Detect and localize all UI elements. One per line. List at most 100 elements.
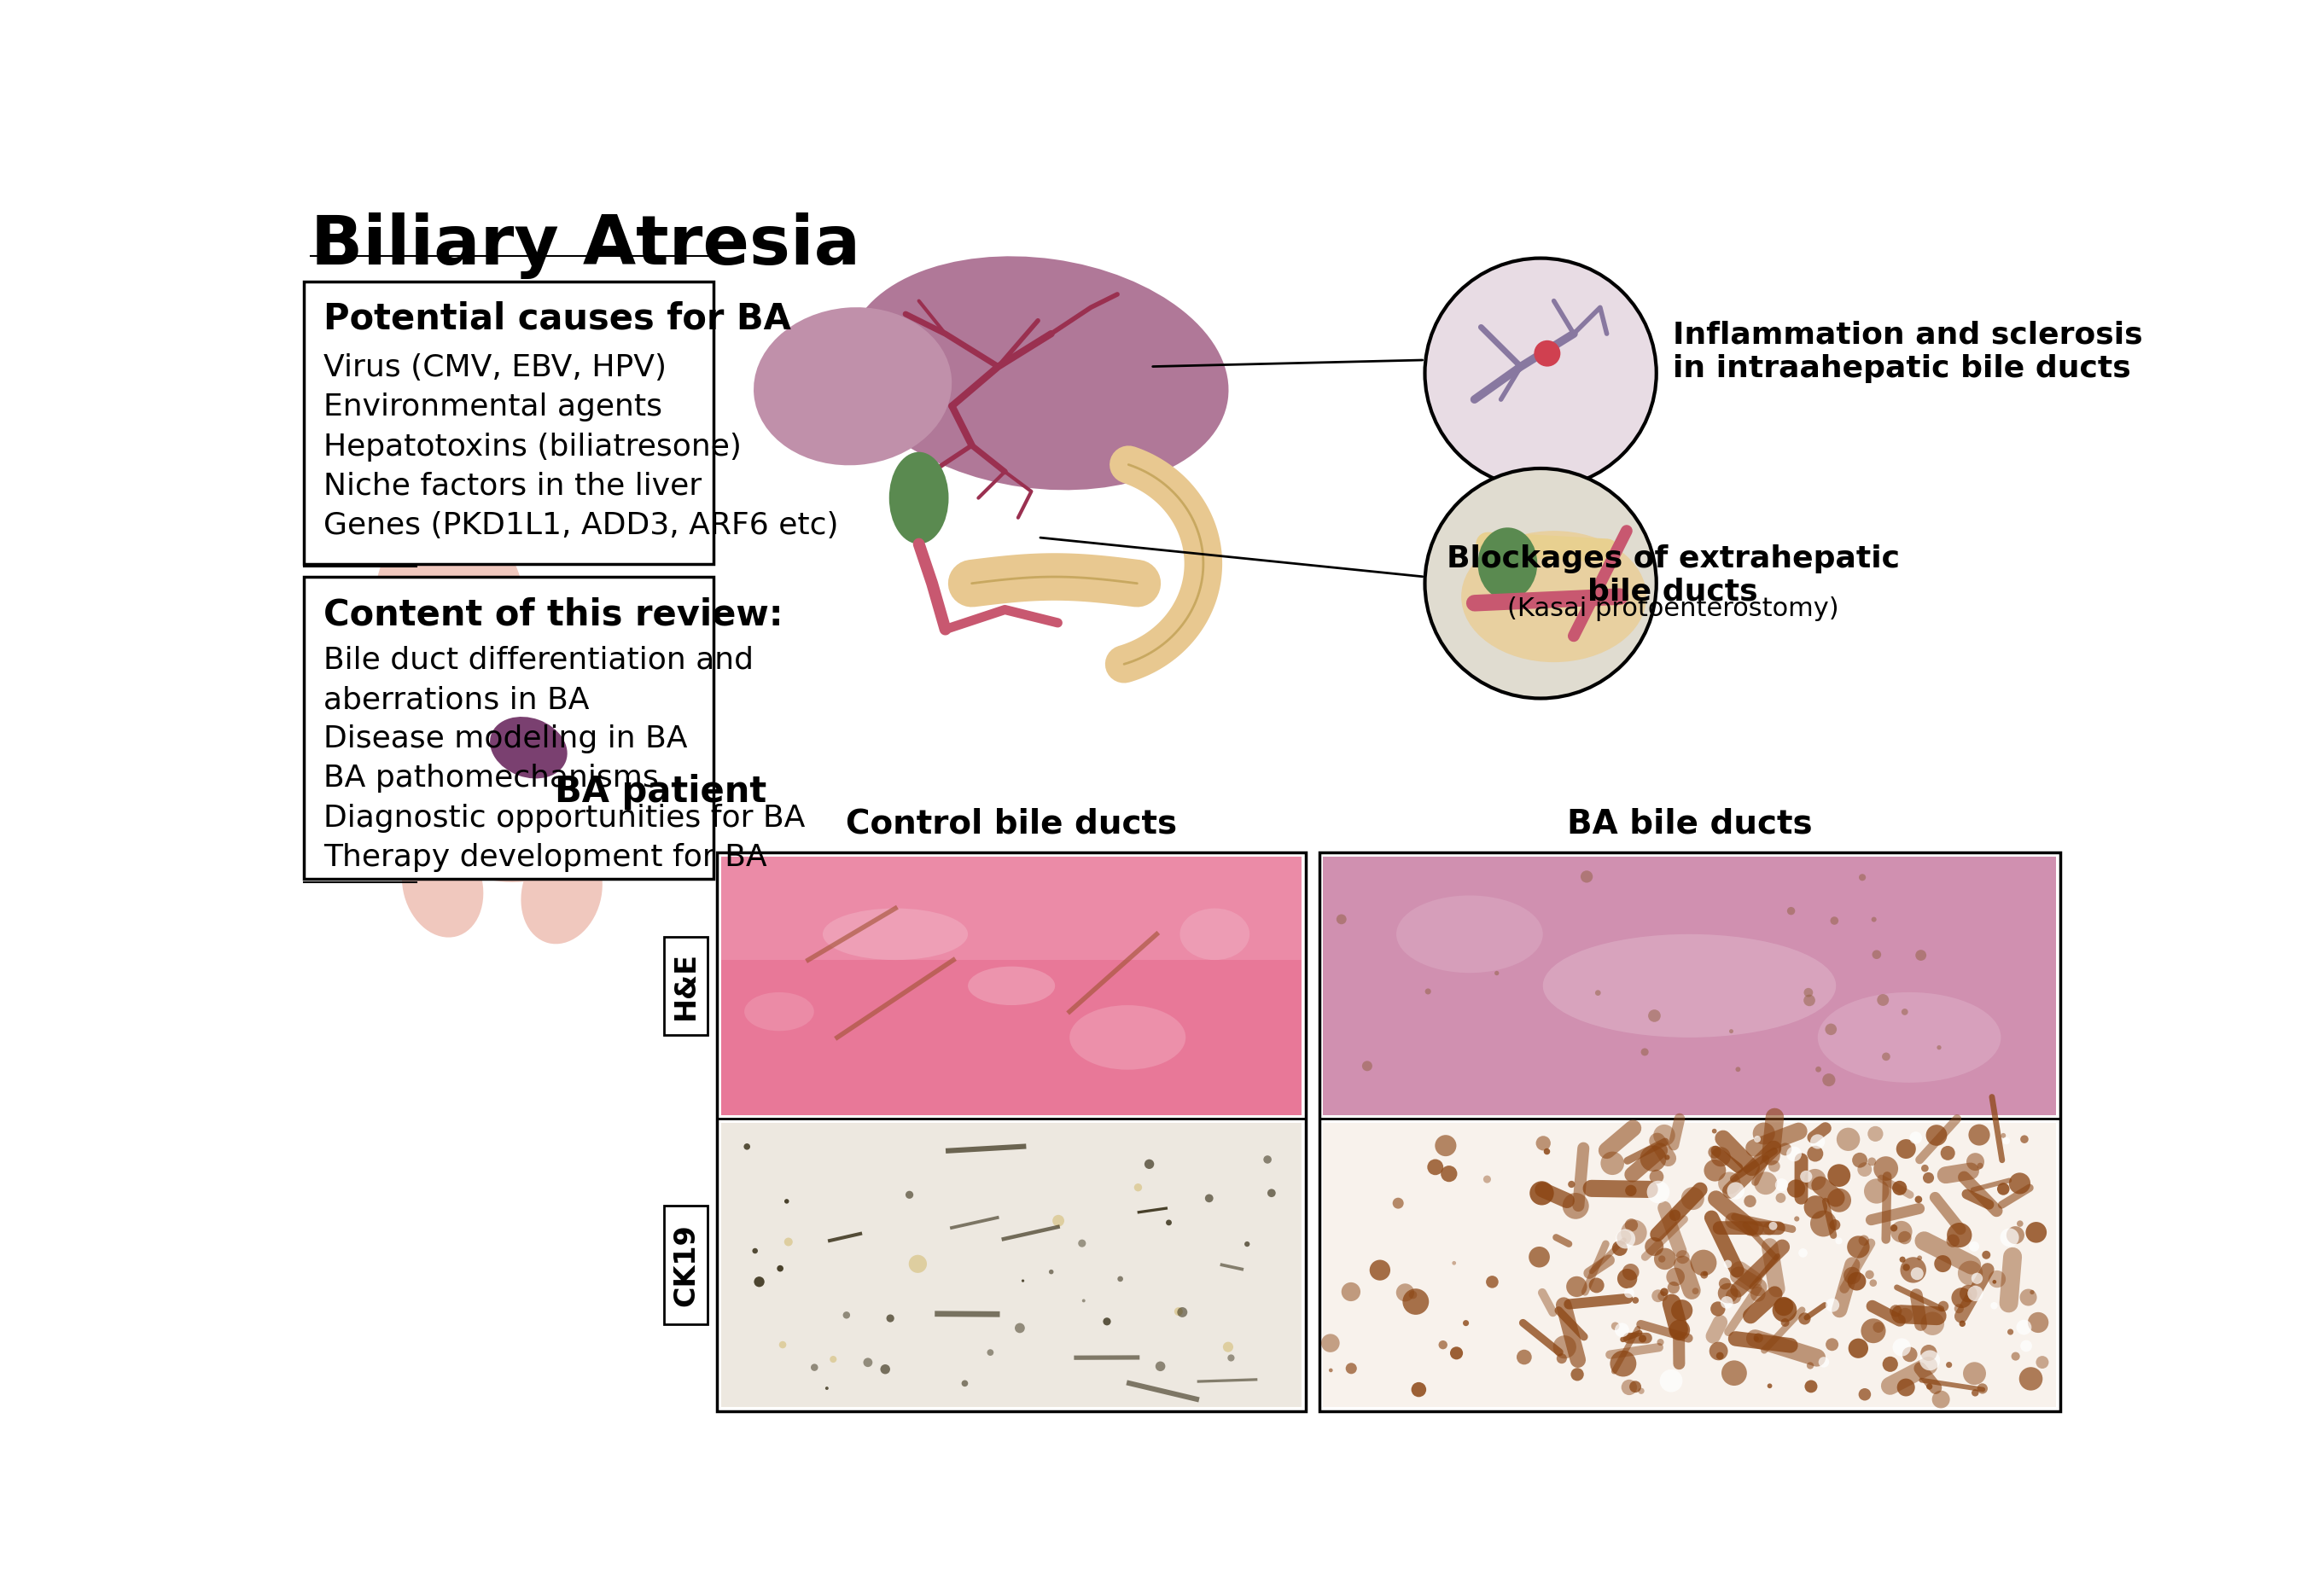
Circle shape — [1016, 1324, 1025, 1333]
Ellipse shape — [1543, 933, 1836, 1037]
Text: Content of this review:: Content of this review: — [323, 596, 783, 632]
Circle shape — [1817, 1357, 1829, 1367]
Circle shape — [1920, 1351, 1941, 1370]
Circle shape — [1404, 1289, 1429, 1314]
Circle shape — [1859, 1235, 1868, 1246]
Bar — [720, 857, 1301, 1115]
Circle shape — [1452, 1262, 1457, 1265]
Circle shape — [1557, 1354, 1566, 1364]
Circle shape — [1408, 1290, 1418, 1298]
Circle shape — [1803, 988, 1813, 997]
Circle shape — [2020, 1340, 2031, 1352]
Circle shape — [1827, 1164, 1850, 1187]
Circle shape — [1787, 1147, 1801, 1161]
Circle shape — [1336, 914, 1346, 924]
Circle shape — [1824, 1024, 1836, 1035]
Bar — [304, 282, 713, 564]
Circle shape — [1624, 1219, 1638, 1231]
Circle shape — [2036, 1356, 2050, 1368]
Circle shape — [1717, 1282, 1738, 1303]
Circle shape — [1915, 1196, 1922, 1203]
Circle shape — [1827, 1188, 1852, 1212]
Text: Blockages of extrahepatic
bile ducts: Blockages of extrahepatic bile ducts — [1446, 543, 1899, 607]
Circle shape — [1529, 1180, 1555, 1206]
Circle shape — [1485, 1276, 1499, 1289]
Circle shape — [1083, 1298, 1085, 1303]
Circle shape — [1878, 994, 1889, 1005]
Circle shape — [1648, 1010, 1662, 1023]
Circle shape — [1808, 1145, 1824, 1161]
Circle shape — [1948, 1223, 1971, 1247]
Circle shape — [1669, 1319, 1690, 1341]
Ellipse shape — [848, 256, 1229, 491]
Circle shape — [1724, 1260, 1731, 1268]
Circle shape — [1638, 1388, 1645, 1394]
Circle shape — [1966, 1153, 1985, 1171]
Circle shape — [1659, 1370, 1683, 1392]
Circle shape — [1611, 1322, 1620, 1330]
Circle shape — [1727, 1289, 1741, 1305]
Text: H&E: H&E — [672, 951, 700, 1020]
Circle shape — [1864, 1179, 1889, 1204]
Text: Disease modeling in BA: Disease modeling in BA — [323, 725, 688, 753]
Circle shape — [1710, 1301, 1724, 1316]
Circle shape — [1922, 1164, 1929, 1172]
Circle shape — [1836, 1238, 1843, 1244]
Circle shape — [1320, 1333, 1339, 1352]
Ellipse shape — [376, 524, 523, 656]
Circle shape — [1971, 1273, 1982, 1284]
Circle shape — [1903, 1263, 1910, 1271]
Circle shape — [1645, 1238, 1664, 1255]
Circle shape — [862, 1357, 872, 1367]
Circle shape — [1848, 1236, 1871, 1258]
Circle shape — [1167, 1220, 1171, 1225]
Circle shape — [1657, 1338, 1664, 1346]
Circle shape — [1903, 1348, 1917, 1362]
Circle shape — [909, 1255, 927, 1273]
Circle shape — [988, 1349, 995, 1356]
Bar — [1322, 857, 2057, 1115]
Circle shape — [1615, 1230, 1636, 1249]
Circle shape — [1769, 1222, 1778, 1230]
Circle shape — [1917, 1255, 1922, 1260]
Circle shape — [1948, 1235, 1959, 1247]
Circle shape — [1638, 1335, 1645, 1343]
Circle shape — [1425, 258, 1657, 487]
Ellipse shape — [383, 586, 634, 883]
Circle shape — [1536, 1136, 1550, 1150]
Circle shape — [1968, 1286, 1982, 1301]
Circle shape — [1868, 1158, 1875, 1166]
Circle shape — [1794, 1215, 1799, 1222]
Circle shape — [1264, 1155, 1271, 1163]
Circle shape — [1773, 1297, 1794, 1316]
Circle shape — [1945, 1362, 1952, 1368]
Circle shape — [1866, 1270, 1873, 1279]
Circle shape — [1369, 1260, 1390, 1281]
Circle shape — [1641, 1145, 1666, 1171]
Circle shape — [1736, 1067, 1741, 1072]
Ellipse shape — [1817, 992, 2001, 1083]
Circle shape — [1720, 1278, 1731, 1290]
Circle shape — [1222, 1341, 1234, 1352]
Circle shape — [1920, 1311, 1945, 1335]
Circle shape — [1852, 1153, 1868, 1168]
Circle shape — [1873, 949, 1880, 959]
Ellipse shape — [1181, 908, 1250, 961]
Circle shape — [1648, 1180, 1669, 1203]
Circle shape — [1629, 1381, 1641, 1392]
Ellipse shape — [890, 452, 948, 543]
Circle shape — [1425, 988, 1432, 994]
Text: Hepatotoxins (biliatresone): Hepatotoxins (biliatresone) — [323, 432, 741, 462]
Circle shape — [1650, 1169, 1664, 1184]
Circle shape — [1243, 1241, 1250, 1247]
Circle shape — [1831, 916, 1838, 926]
Ellipse shape — [1478, 527, 1536, 601]
Circle shape — [1927, 1125, 1948, 1145]
Text: (Kasai protoenterostomy): (Kasai protoenterostomy) — [1506, 596, 1838, 621]
Circle shape — [1427, 1160, 1443, 1176]
Circle shape — [1671, 1300, 1692, 1321]
Text: Bile duct differentiation and: Bile duct differentiation and — [323, 645, 753, 675]
Circle shape — [1641, 1048, 1648, 1056]
Circle shape — [1713, 1129, 1717, 1134]
Circle shape — [1594, 989, 1601, 996]
